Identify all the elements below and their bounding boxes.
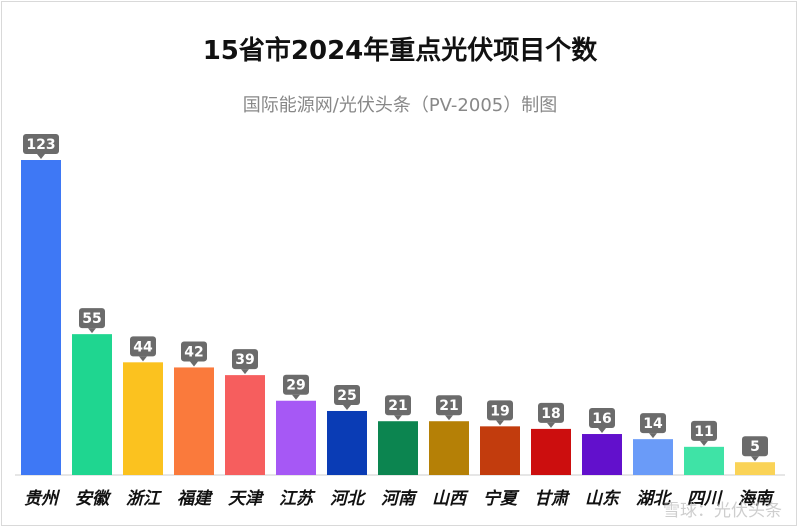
category-label: 河南 [381,489,418,509]
category-label: 浙江 [126,489,162,509]
bar-value-pointer [598,428,606,434]
bar-value-label: 25 [337,388,356,404]
category-label: 江苏 [279,489,316,509]
bar-value-pointer [292,394,300,400]
bar [633,439,673,475]
bar-value-badge [283,374,309,395]
bar-value-pointer [241,369,249,375]
category-label: 甘肃 [534,489,571,509]
bar-value-badge [334,384,360,405]
bar-value-label: 29 [286,378,305,394]
bar [72,334,112,475]
bar-value-badge [691,420,717,441]
bar-value-label: 14 [643,416,663,432]
category-label: 天津 [228,489,265,509]
category-label: 山东 [585,489,622,509]
bar [531,428,571,475]
bar [429,421,469,475]
bar-value-pointer [649,433,657,439]
chart-subtitle: 国际能源网/光伏头条（PV-2005）制图 [242,95,558,116]
category-label: 河北 [330,489,367,509]
bar [276,400,316,475]
category-label: 山西 [432,489,469,509]
bar [684,446,724,475]
bar-value-label: 16 [592,411,611,427]
bar [21,160,61,475]
bar-value-pointer [445,415,453,421]
bar-value-badge [232,349,258,370]
category-label: 宁夏 [483,489,520,509]
bar-value-badge [23,134,59,154]
bar-value-pointer [394,415,402,421]
bar-value-label: 21 [388,398,407,414]
bar-value-badge [487,400,513,421]
bar-value-pointer [343,404,351,410]
bar-value-pointer [37,154,45,159]
bar-value-badge [640,413,666,434]
bar-value-pointer [751,456,759,462]
bar-value-badge [589,408,615,429]
bar-value-badge [538,402,564,423]
category-label: 贵州 [24,489,61,509]
bar-value-badge [130,336,156,357]
bar-value-badge [436,395,462,416]
bar [174,367,214,475]
bar-value-pointer [700,440,708,446]
bar-value-label: 39 [235,352,254,368]
bar-value-label: 11 [694,424,713,440]
bar-value-label: 44 [133,339,153,355]
bar [225,375,265,475]
category-label: 福建 [177,489,214,509]
bar [327,410,367,475]
bar-value-badge [385,395,411,416]
bar-value-pointer [547,422,555,428]
bar [378,421,418,475]
bar-value-label: 21 [439,398,458,414]
bar-value-pointer [139,356,147,362]
chart-title: 15省市2024年重点光伏项目个数 [202,36,598,66]
bar-value-label: 19 [490,403,509,419]
bar-value-label: 123 [26,137,55,153]
bar-value-pointer [496,420,504,426]
bar [582,434,622,475]
bar-value-label: 18 [541,406,560,422]
bar-value-badge [742,436,768,457]
category-label: 安徽 [75,489,112,509]
bar [123,362,163,475]
bar-value-label: 5 [750,439,760,455]
category-label: 四川 [687,489,723,509]
bar-value-pointer [88,328,96,334]
bar-value-label: 42 [184,344,203,360]
bar-value-pointer [190,361,198,367]
bar-value-label: 55 [82,311,101,327]
watermark: 雪球：光伏头条 [663,501,782,521]
category-label: 湖北 [636,489,673,509]
category-label: 海南 [738,489,775,509]
bar [735,462,775,475]
bar-value-badge [79,308,105,329]
bar [480,426,520,475]
bar-value-badge [181,341,207,362]
